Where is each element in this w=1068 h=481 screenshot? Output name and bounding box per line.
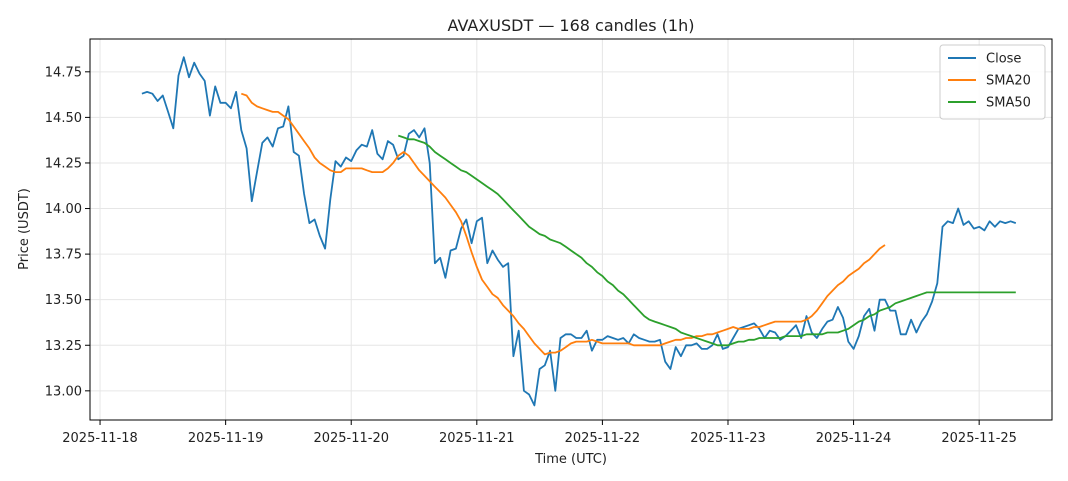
series-lines <box>141 56 1017 407</box>
x-axis-label: Time (UTC) <box>534 452 607 467</box>
x-tick-label: 2025-11-18 <box>62 431 138 446</box>
grid-lines <box>90 39 1052 420</box>
y-axis-label: Price (USDT) <box>17 188 32 270</box>
y-tick-label: 14.25 <box>45 156 82 171</box>
plot-frame <box>89 38 1053 421</box>
y-tick-label: 14.50 <box>45 111 82 126</box>
x-tick-label: 2025-11-19 <box>188 431 264 446</box>
y-tick-label: 13.50 <box>45 293 82 308</box>
y-tick-label: 13.25 <box>45 339 82 354</box>
series-line-sma50 <box>398 134 1016 347</box>
y-tick-label: 13.00 <box>45 384 82 399</box>
x-axis: 2025-11-18 2025-11-19 2025-11-20 2025-11-21… <box>62 420 1017 446</box>
x-tick-label: 2025-11-24 <box>816 431 892 446</box>
series-line-close <box>141 56 1017 407</box>
x-tick-label: 2025-11-23 <box>690 431 766 446</box>
y-tick-label: 14.00 <box>45 202 82 217</box>
chart-title: AVAXUSDT — 168 candles (1h) <box>448 16 695 35</box>
legend-box <box>939 44 1046 120</box>
x-tick-label: 2025-11-20 <box>313 431 389 446</box>
y-tick-label: 13.75 <box>45 248 82 263</box>
y-tick-label: 14.75 <box>45 65 82 80</box>
legend: Close SMA20 SMA50 <box>939 44 1046 120</box>
y-axis: 13.00 13.25 13.50 13.75 14.00 14.25 14.50 14.75 <box>45 65 90 399</box>
legend-entry: SMA20 <box>986 74 1031 89</box>
x-tick-label: 2025-11-22 <box>565 431 641 446</box>
x-tick-label: 2025-11-21 <box>439 431 515 446</box>
x-tick-label: 2025-11-25 <box>941 431 1017 446</box>
legend-entry: SMA50 <box>986 96 1031 111</box>
legend-entry: Close <box>986 52 1021 67</box>
series-line-sma20 <box>241 92 886 356</box>
